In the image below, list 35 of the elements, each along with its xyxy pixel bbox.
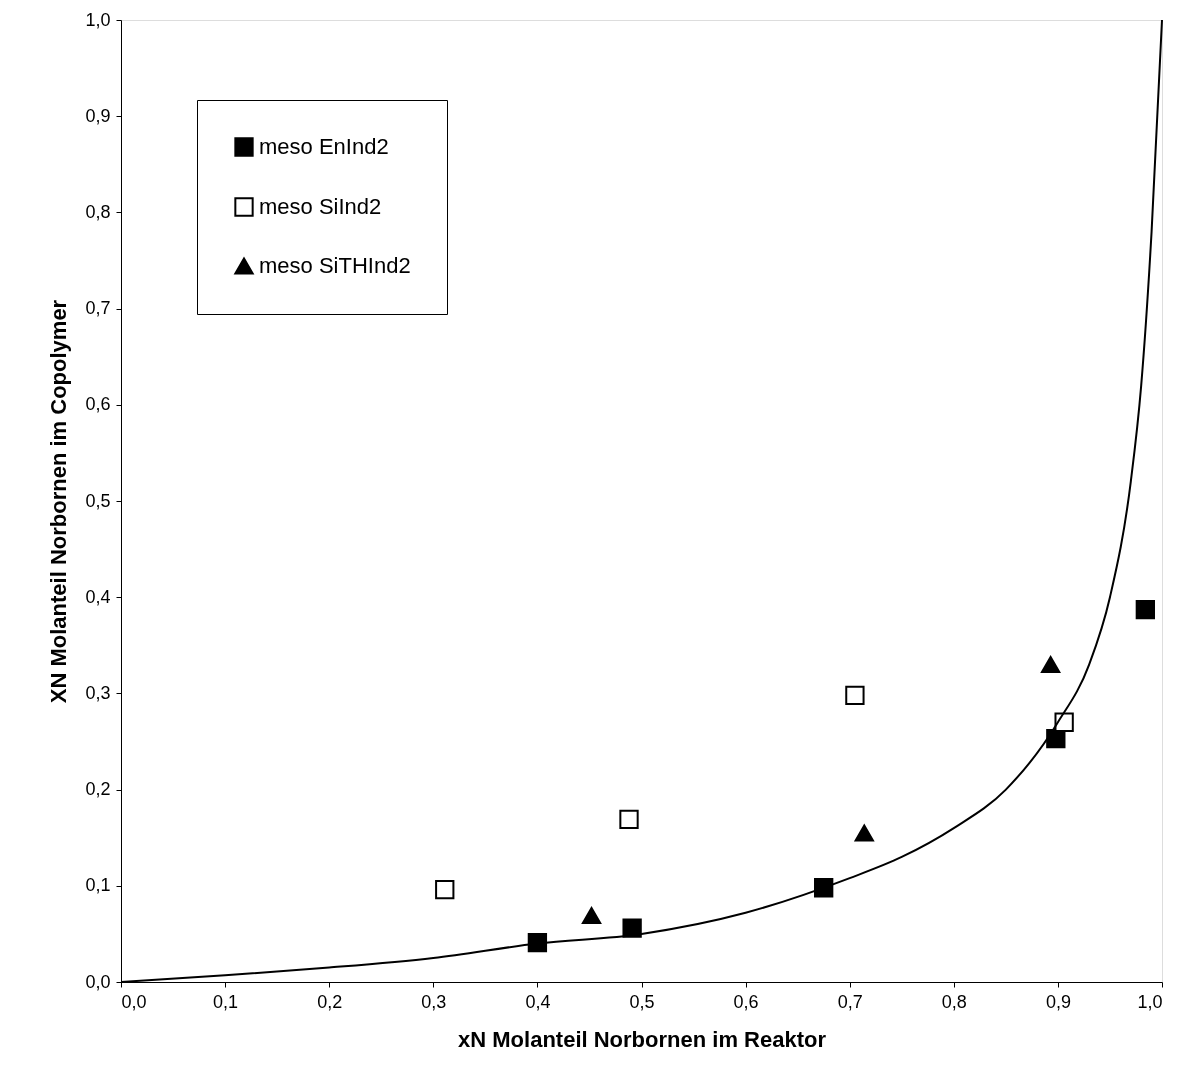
x-axis-title: xN Molanteil Norbornen im Reaktor <box>458 1026 827 1052</box>
x-tick-label: 0,3 <box>421 991 447 1012</box>
y-tick-label: 0,7 <box>85 298 111 319</box>
y-tick-label: 0,8 <box>85 201 111 222</box>
y-tick-label: 0,1 <box>85 875 111 896</box>
x-tick-label: 0,7 <box>837 991 863 1012</box>
x-tick-label: 0,9 <box>1045 991 1071 1012</box>
x-tick-label: 0,4 <box>525 991 551 1012</box>
x-tick-label: 0,0 <box>121 991 147 1012</box>
y-tick-label: 0,9 <box>85 105 111 126</box>
x-tick-label: 0,8 <box>941 991 967 1012</box>
x-tick-label: 1,0 <box>1137 991 1163 1012</box>
legend-label: meso EnInd2 <box>259 134 389 159</box>
point <box>619 809 639 830</box>
y-tick-label: 0,6 <box>85 394 111 415</box>
x-tick-label: 0,6 <box>733 991 759 1012</box>
point <box>854 824 874 842</box>
y-tick-label: 0,4 <box>85 586 111 607</box>
x-tick-label: 0,1 <box>213 991 239 1012</box>
y-tick-label: 1,0 <box>85 9 111 30</box>
point <box>581 907 602 925</box>
y-tick-label: 0,0 <box>85 971 111 992</box>
point <box>622 918 642 938</box>
point <box>845 685 865 705</box>
legend-label: meso SiTHInd2 <box>259 253 411 278</box>
y-tick-label: 0,2 <box>85 779 111 800</box>
point <box>435 879 455 900</box>
y-tick-label: 0,3 <box>85 682 111 703</box>
y-axis-title: XN Molanteil Norbornen im Copolymer <box>46 299 72 704</box>
point <box>1135 600 1155 620</box>
legend-label: meso SiInd2 <box>259 194 382 219</box>
x-tick-label: 0,5 <box>629 991 655 1012</box>
point <box>1040 656 1061 674</box>
y-tick-label: 0,5 <box>85 490 111 511</box>
x-tick-label: 0,2 <box>317 991 343 1012</box>
